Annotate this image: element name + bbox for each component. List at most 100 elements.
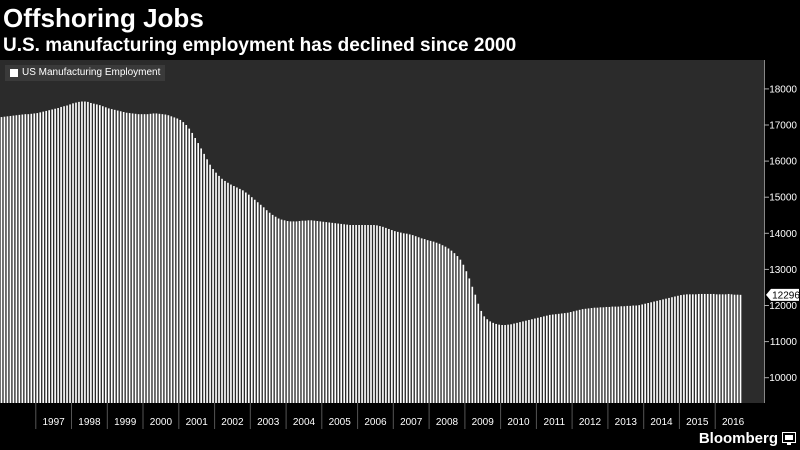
bar <box>48 110 50 403</box>
bar <box>149 113 152 404</box>
bar <box>697 293 700 403</box>
bar <box>540 317 542 403</box>
bar <box>215 172 217 403</box>
bar <box>703 293 706 403</box>
bar <box>456 256 459 403</box>
bar <box>560 313 563 403</box>
bar <box>578 309 581 403</box>
bar <box>179 119 182 404</box>
bar <box>15 115 18 404</box>
bar <box>593 307 596 403</box>
bar <box>352 225 354 403</box>
x-tick-label: 2006 <box>364 417 387 428</box>
bar <box>465 271 468 403</box>
bar <box>492 322 494 403</box>
chart-subtitle: U.S. manufacturing employment has declin… <box>3 35 517 56</box>
bar <box>677 295 679 403</box>
bar <box>736 294 739 403</box>
bar <box>30 113 33 404</box>
bar <box>602 307 605 403</box>
bar <box>638 305 641 403</box>
bar <box>12 115 15 403</box>
bar <box>221 178 223 403</box>
bar <box>382 226 384 403</box>
bar <box>253 199 256 403</box>
bar <box>140 114 143 403</box>
bar <box>724 294 727 403</box>
bar <box>712 293 715 403</box>
y-tick-label: 15000 <box>769 193 797 204</box>
bar <box>283 220 286 403</box>
bar <box>692 294 694 403</box>
bar <box>513 323 515 403</box>
bar <box>397 231 399 403</box>
bar <box>259 204 262 403</box>
bar <box>635 305 638 403</box>
x-tick-label: 2016 <box>722 417 745 428</box>
bar <box>125 112 128 404</box>
bar <box>554 314 557 403</box>
bar <box>236 187 238 403</box>
bar <box>158 113 161 404</box>
bloomberg-terminal-icon <box>782 432 796 445</box>
bar <box>24 114 27 403</box>
bar <box>292 221 295 403</box>
x-tick-label: 2015 <box>686 417 709 428</box>
x-tick-label: 2005 <box>329 417 352 428</box>
bar <box>444 246 447 403</box>
bar <box>665 298 667 403</box>
bar <box>203 153 205 403</box>
bar <box>277 218 280 403</box>
bar <box>599 307 602 403</box>
bar <box>313 220 316 403</box>
y-tick-label: 16000 <box>769 157 797 168</box>
bar <box>581 309 584 403</box>
bar <box>316 221 319 403</box>
bar <box>596 307 599 403</box>
bar <box>659 300 661 403</box>
bar <box>191 132 194 403</box>
bar <box>355 225 357 403</box>
bar <box>42 111 45 403</box>
bar <box>650 302 652 403</box>
y-axis: 10000 11000 12000 13000 14000 15000 16000 17000… <box>764 60 797 403</box>
bar <box>718 294 721 403</box>
bar <box>626 305 629 403</box>
bar <box>188 128 191 403</box>
bar-series <box>0 101 742 404</box>
bar <box>182 122 185 403</box>
x-tick-label: 1998 <box>78 417 101 428</box>
bar <box>307 220 310 403</box>
x-tick-label: 2012 <box>579 417 602 428</box>
last-value-marker: 12296 <box>766 288 800 301</box>
bar <box>572 311 575 403</box>
bar <box>432 241 435 403</box>
bar <box>364 225 366 403</box>
bar <box>176 118 179 404</box>
bar <box>245 192 247 403</box>
bar <box>462 264 465 403</box>
bar <box>322 221 325 403</box>
bar <box>548 314 551 403</box>
bar <box>75 102 77 403</box>
bar <box>185 124 188 404</box>
bar <box>510 324 512 403</box>
y-tick-label: 11000 <box>770 337 798 348</box>
bar <box>644 303 646 403</box>
bar <box>394 231 396 403</box>
bar <box>694 294 697 403</box>
y-tick-label: 18000 <box>769 84 797 95</box>
x-tick-label: 2008 <box>436 417 459 428</box>
bar <box>230 184 232 403</box>
bar <box>590 308 593 403</box>
y-tick-label: 14000 <box>769 229 797 240</box>
bar <box>680 295 682 403</box>
bar <box>209 164 211 403</box>
last-value-badge <box>766 288 799 301</box>
bar <box>686 294 688 403</box>
bar <box>21 114 24 404</box>
bar <box>504 325 506 403</box>
bar <box>346 224 348 403</box>
bar <box>563 313 566 403</box>
bar <box>304 220 307 403</box>
